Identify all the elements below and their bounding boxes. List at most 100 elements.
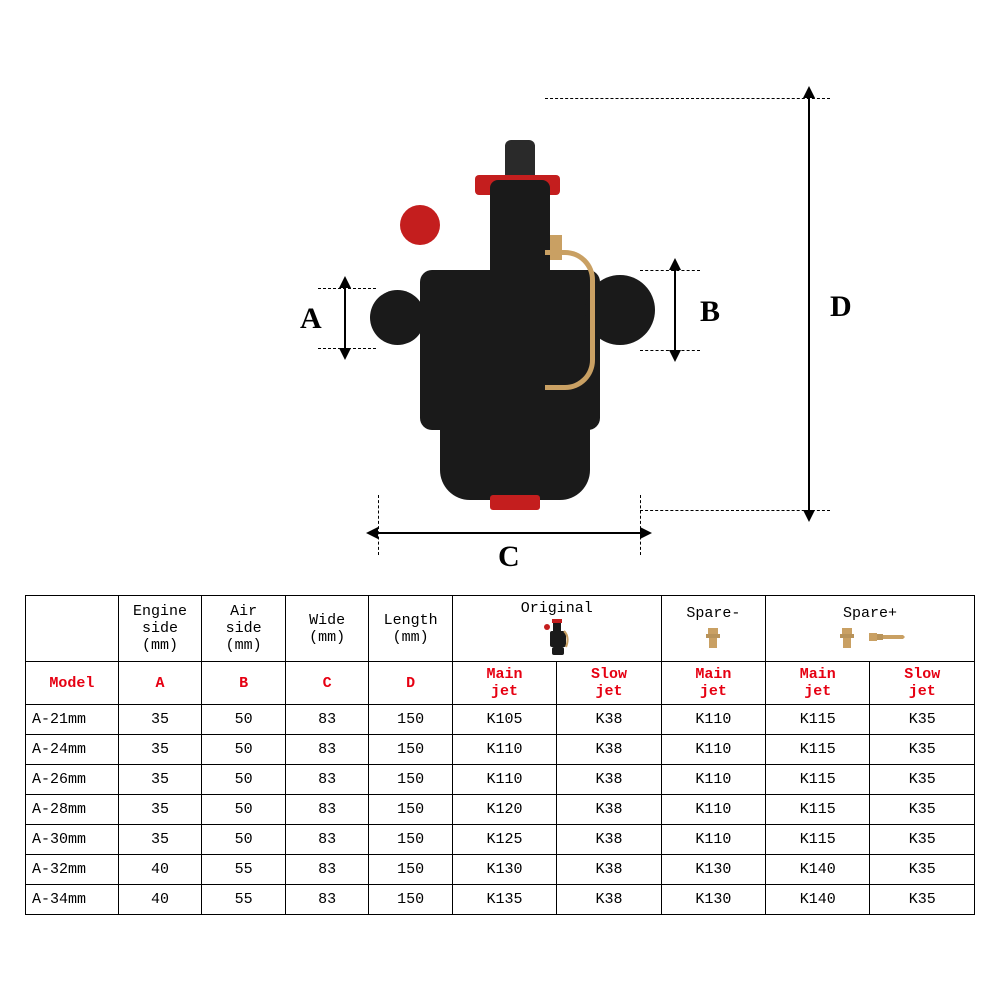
dim-label-a: A	[300, 302, 322, 336]
cell-B: 50	[202, 735, 286, 765]
cell-C: 83	[285, 885, 369, 915]
hdr-air-side: Airside(mm)	[202, 596, 286, 662]
cell-orig_main: K110	[452, 735, 556, 765]
cell-C: 83	[285, 705, 369, 735]
cell-D: 150	[369, 795, 453, 825]
cell-D: 150	[369, 825, 453, 855]
cell-A: 35	[118, 705, 202, 735]
table-row: A-30mm355083150K125K38K110K115K35	[26, 825, 975, 855]
cell-B: 50	[202, 825, 286, 855]
cell-sp_slow: K35	[870, 885, 975, 915]
table-row: A-24mm355083150K110K38K110K115K35	[26, 735, 975, 765]
cell-sp_main: K115	[766, 825, 870, 855]
cell-sp_slow: K35	[870, 705, 975, 735]
hdr-model: Model	[26, 662, 119, 705]
hdr-a: A	[118, 662, 202, 705]
cell-sm_main: K130	[661, 885, 765, 915]
cell-model: A-24mm	[26, 735, 119, 765]
cell-B: 55	[202, 855, 286, 885]
cell-orig_main: K130	[452, 855, 556, 885]
cell-orig_slow: K38	[557, 825, 661, 855]
dim-label-b: B	[700, 295, 720, 329]
hdr-b: B	[202, 662, 286, 705]
cell-model: A-32mm	[26, 855, 119, 885]
cell-orig_main: K105	[452, 705, 556, 735]
hdr-spare-minus: Spare-	[661, 596, 765, 662]
cell-C: 83	[285, 825, 369, 855]
cell-orig_main: K135	[452, 885, 556, 915]
cell-B: 50	[202, 765, 286, 795]
dim-label-d: D	[830, 290, 852, 324]
cell-sm_main: K110	[661, 705, 765, 735]
cell-orig_slow: K38	[557, 765, 661, 795]
cell-model: A-34mm	[26, 885, 119, 915]
hdr-sp-slow: Slowjet	[870, 662, 975, 705]
cell-orig_slow: K38	[557, 855, 661, 885]
table-row: A-32mm405583150K130K38K130K140K35	[26, 855, 975, 885]
cell-orig_slow: K38	[557, 705, 661, 735]
cell-model: A-21mm	[26, 705, 119, 735]
jet-short-icon	[702, 622, 724, 652]
table-row: A-28mm355083150K120K38K110K115K35	[26, 795, 975, 825]
cell-sp_main: K115	[766, 765, 870, 795]
cell-orig_main: K120	[452, 795, 556, 825]
hdr-sp-main: Mainjet	[766, 662, 870, 705]
spec-table: Engineside(mm) Airside(mm) Wide(mm) Leng…	[25, 595, 975, 915]
hdr-engine-side: Engineside(mm)	[118, 596, 202, 662]
cell-A: 40	[118, 855, 202, 885]
cell-A: 40	[118, 885, 202, 915]
cell-orig_slow: K38	[557, 735, 661, 765]
cell-C: 83	[285, 765, 369, 795]
cell-sp_main: K115	[766, 705, 870, 735]
spec-table-body: A-21mm355083150K105K38K110K115K35A-24mm3…	[26, 705, 975, 915]
cell-C: 83	[285, 855, 369, 885]
carburetor-icon	[540, 617, 574, 657]
hdr-blank	[26, 596, 119, 662]
cell-sp_slow: K35	[870, 855, 975, 885]
cell-sm_main: K110	[661, 735, 765, 765]
cell-A: 35	[118, 825, 202, 855]
cell-sp_main: K140	[766, 855, 870, 885]
cell-sm_main: K110	[661, 825, 765, 855]
cell-sp_main: K140	[766, 885, 870, 915]
cell-sm_main: K110	[661, 795, 765, 825]
hdr-sm-main: Mainjet	[661, 662, 765, 705]
hdr-orig-main: Mainjet	[452, 662, 556, 705]
hdr-c: C	[285, 662, 369, 705]
jet-short-icon	[836, 622, 858, 652]
hdr-spare-plus: Spare+	[766, 596, 975, 662]
dim-label-c: C	[498, 540, 520, 574]
dimension-diagram: A B C D	[0, 20, 1001, 580]
cell-sp_slow: K35	[870, 765, 975, 795]
cell-A: 35	[118, 735, 202, 765]
hdr-original: Original	[452, 596, 661, 662]
cell-B: 50	[202, 795, 286, 825]
cell-orig_slow: K38	[557, 885, 661, 915]
table-row: A-34mm405583150K135K38K130K140K35	[26, 885, 975, 915]
cell-orig_slow: K38	[557, 795, 661, 825]
jet-long-icon	[867, 628, 905, 646]
cell-sp_slow: K35	[870, 735, 975, 765]
cell-D: 150	[369, 855, 453, 885]
cell-model: A-28mm	[26, 795, 119, 825]
hdr-length: Length(mm)	[369, 596, 453, 662]
hdr-d: D	[369, 662, 453, 705]
table-row: A-21mm355083150K105K38K110K115K35	[26, 705, 975, 735]
cell-D: 150	[369, 705, 453, 735]
cell-model: A-26mm	[26, 765, 119, 795]
cell-sp_main: K115	[766, 795, 870, 825]
cell-C: 83	[285, 795, 369, 825]
cell-B: 55	[202, 885, 286, 915]
cell-sp_slow: K35	[870, 825, 975, 855]
cell-model: A-30mm	[26, 825, 119, 855]
cell-A: 35	[118, 795, 202, 825]
hdr-wide: Wide(mm)	[285, 596, 369, 662]
cell-sm_main: K110	[661, 765, 765, 795]
cell-D: 150	[369, 735, 453, 765]
cell-C: 83	[285, 735, 369, 765]
table-row: A-26mm355083150K110K38K110K115K35	[26, 765, 975, 795]
product-silhouette	[380, 140, 640, 490]
cell-B: 50	[202, 705, 286, 735]
cell-D: 150	[369, 765, 453, 795]
cell-sp_slow: K35	[870, 795, 975, 825]
